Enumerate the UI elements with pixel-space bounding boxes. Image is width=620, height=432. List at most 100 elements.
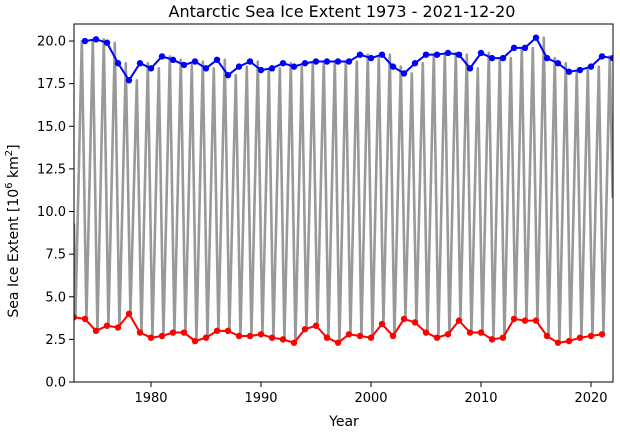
y-tick-label: 5.0 [45,290,66,305]
x-tick-label: 2020 [574,391,607,406]
annual-max-point [92,36,100,43]
plot-area [74,34,613,346]
annual-min-point [466,329,474,336]
annual-max-point [444,49,452,57]
annual-min-point [114,324,122,331]
annual-min-point [554,339,562,346]
plot-frame [73,23,614,383]
x-tick-label: 2000 [354,391,387,406]
annual-min-point [532,317,540,324]
annual-min-point [180,329,188,336]
annual-min-point [455,317,463,324]
annual-min-point [191,337,199,345]
y-tick-label: 2.5 [45,333,66,348]
annual-min-point [576,334,584,341]
annual-min-point [202,334,210,341]
annual-max-point [334,58,342,65]
y-tick-label: 10.0 [37,205,66,220]
y-tick-label: 15.0 [37,120,66,135]
annual-max-point [477,49,485,57]
annual-max-point [290,63,298,70]
annual-min-point [224,327,232,335]
annual-max-point [224,71,232,79]
annual-min-point [169,329,177,336]
annual-max-point [422,51,430,58]
annual-min-point [345,331,353,338]
y-tick-label: 12.5 [37,162,66,177]
y-tick-label: 0.0 [45,376,66,391]
annual-max-point [279,60,287,67]
annual-min-point [444,331,452,338]
annual-max-point [136,60,144,67]
annual-max-point [499,54,507,62]
daily-extent-line [74,36,613,345]
annual-min-point [543,332,551,340]
annual-min-point [411,319,419,326]
annual-max-point [554,60,562,67]
annual-max-point [455,51,463,58]
annual-min-point [510,315,518,323]
annual-max-point [312,58,320,65]
y-axis-label-unit: km [6,156,22,182]
annual-min-point [213,327,221,335]
annual-min-point [477,329,485,336]
annual-min-point [257,331,265,338]
annual-max-point [246,58,254,65]
annual-min-point [521,317,529,324]
axes: 0.0 2.5 5.0 7.5 10.0 12.5 15.0 17.5 20.0 1980 1990… [37,23,614,406]
annual-max-point [389,63,397,70]
annual-max-point [400,70,408,77]
annual-min-point [499,334,507,341]
annual-min-point [147,334,155,341]
y-tick-label: 20.0 [37,35,66,50]
annual-max-point [345,58,353,65]
annual-max-point [466,65,474,72]
annual-min-point [587,332,595,340]
x-tick-label: 2010 [464,391,497,406]
annual-max-point [257,66,265,74]
annual-max-point [532,34,540,41]
annual-max-point [488,54,496,62]
x-axis-label: Year [328,414,359,430]
annual-max-point [169,56,177,63]
annual-min-point [125,310,133,318]
annual-min-point [290,339,298,346]
chart-title: Antarctic Sea Ice Extent 1973 - 2021-12-… [169,2,516,21]
annual-min-point [565,337,573,345]
y-tick-label: 7.5 [45,248,66,263]
annual-min-point [488,336,496,343]
annual-min-point [158,332,166,340]
annual-min-point [400,315,408,323]
annual-min-point [74,314,78,321]
annual-max-point [510,44,518,52]
annual-min-point [367,334,375,341]
annual-min-point [378,320,386,328]
annual-min-point [235,332,243,340]
annual-max-point [587,63,595,70]
annual-min-point [268,334,276,341]
annual-min-point [389,332,397,340]
annual-min-point [433,334,441,341]
annual-max-point [378,51,386,58]
annual-min-point [136,329,144,336]
annual-max-point [213,56,221,63]
annual-min-point [356,332,364,340]
annual-min-point [279,336,287,343]
y-tick-label: 17.5 [37,77,66,92]
annual-min-point [422,329,430,336]
annual-max-point [125,77,133,84]
y-axis-label-main: Sea Ice Extent [10 [6,189,22,318]
annual-max-point [235,63,243,70]
annual-max-point [158,53,166,60]
annual-min-point [323,334,331,341]
annual-max-point [367,54,375,62]
annual-min-point [301,325,309,333]
annual-max-point [323,58,331,65]
y-axis-label-close: ] [6,144,22,149]
annual-min-point [92,327,100,335]
annual-max-point [202,65,210,72]
annual-max-point [411,60,419,67]
annual-max-point [81,37,89,45]
x-tick-label: 1990 [244,391,277,406]
